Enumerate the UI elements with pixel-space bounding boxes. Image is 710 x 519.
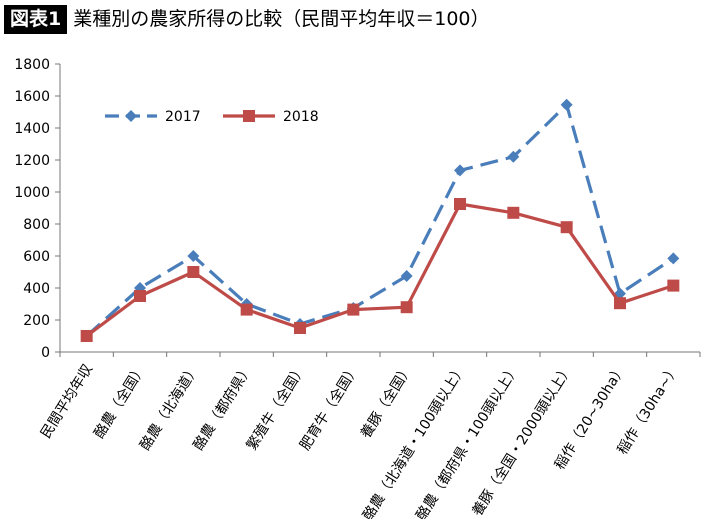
x-tick-label: 養豚（全国）: [357, 361, 416, 441]
legend: 2017 2018: [105, 109, 319, 125]
data-point-2017: [507, 150, 520, 163]
data-point-2017: [400, 270, 413, 282]
y-tick-label: 1600: [14, 89, 50, 105]
data-point-2017: [667, 252, 680, 265]
x-tick-label: 酪農（全国）: [90, 361, 149, 441]
y-tick-label: 1800: [14, 57, 50, 73]
data-point-2018: [240, 303, 253, 316]
figure-badge: 図表1: [4, 4, 68, 34]
x-tick-label: 民間平均年収: [38, 362, 96, 442]
y-tick-label: 0: [41, 345, 50, 361]
legend-item-2017: 2017: [105, 109, 201, 125]
data-point-2018: [134, 290, 146, 302]
y-tick-label: 600: [23, 249, 50, 265]
data-point-2018: [294, 322, 306, 334]
y-tick-label: 1000: [14, 185, 50, 201]
chart-title: 業種別の農家所得の比較（民間平均年収＝100）: [73, 8, 490, 30]
y-tick-labels: 0 200 400 600 800 1000 1200 1400 1600 1800: [14, 57, 50, 361]
data-point-2017: [454, 164, 466, 177]
data-point-2018: [454, 198, 466, 210]
x-tick-label: 酪農（都府県・100頭以上）: [413, 362, 522, 519]
y-tick-label: 1400: [14, 121, 50, 137]
data-point-2017: [187, 250, 200, 262]
data-point-2018: [347, 303, 360, 316]
data-point-2018: [400, 301, 413, 314]
y-tick-label: 200: [23, 313, 50, 329]
x-tick-label: 養豚（全国・2000頭以上）: [469, 361, 576, 519]
x-tick-labels: 民間平均年収酪農（全国）酪農（北海道）酪農（都府県）繁殖牛（全国）肥育牛（全国）…: [38, 361, 683, 519]
y-tick-label: 1200: [14, 153, 50, 169]
series-line-2017: [85, 103, 675, 338]
legend-marker-2017: [125, 110, 137, 122]
series-2018: [80, 198, 680, 342]
data-point-2018: [667, 279, 680, 292]
series-group: [80, 98, 680, 342]
y-tick-label: 400: [23, 281, 50, 297]
data-point-2017: [560, 98, 573, 111]
figure-title-bar: 図表1 業種別の農家所得の比較（民間平均年収＝100）: [4, 4, 490, 34]
data-point-2018: [507, 206, 520, 219]
series-line-2018: [85, 202, 674, 338]
legend-label-2018: 2018: [283, 109, 319, 125]
series-2017: [80, 98, 680, 342]
data-point-2018: [80, 330, 93, 342]
data-point-2018: [187, 266, 200, 278]
x-tick-label: 酪農（北海道・100頭以上）: [360, 362, 469, 519]
legend-item-2018: 2018: [223, 109, 319, 125]
data-point-2018: [560, 221, 573, 234]
legend-label-2017: 2017: [165, 109, 201, 125]
legend-marker-2018: [243, 110, 255, 122]
axes: [55, 63, 701, 357]
data-point-2018: [614, 297, 626, 310]
y-tick-label: 800: [23, 217, 50, 233]
